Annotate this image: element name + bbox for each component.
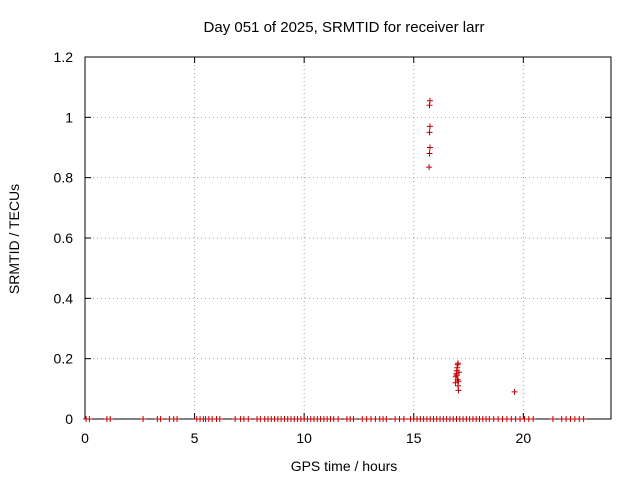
- data-point: [580, 416, 587, 422]
- y-tick-label: 0: [65, 411, 73, 427]
- data-point: [426, 150, 433, 157]
- data-point: [426, 123, 433, 130]
- data-point: [383, 416, 390, 422]
- data-point: [216, 416, 223, 422]
- y-tick-label: 1.2: [54, 49, 74, 65]
- data-point: [245, 416, 252, 422]
- data-point: [453, 372, 460, 379]
- data-point: [232, 416, 239, 422]
- data-point: [400, 416, 407, 422]
- y-tick-label: 0.6: [54, 230, 74, 246]
- data-point: [350, 416, 357, 422]
- data-point: [549, 416, 556, 422]
- data-point: [86, 416, 93, 422]
- x-tick-label: 0: [81, 430, 89, 446]
- data-point: [426, 164, 433, 171]
- y-axis-label: SRMTID / TECUs: [6, 184, 22, 294]
- data-point: [511, 388, 518, 395]
- data-point: [455, 369, 462, 376]
- y-tick-label: 0.8: [54, 170, 74, 186]
- x-tick-label: 5: [191, 430, 199, 446]
- data-point: [140, 416, 147, 422]
- data-point: [107, 416, 114, 422]
- data-point: [426, 97, 433, 104]
- data-point: [174, 416, 181, 422]
- data-points: [83, 97, 587, 422]
- data-point: [157, 416, 164, 422]
- x-tick-label: 20: [516, 430, 532, 446]
- chart-title: Day 051 of 2025, SRMTID for receiver lar…: [204, 19, 485, 36]
- axis-ticks: 0 0.2 0.4 0.6 0.8 1 1.2 0 5 10 15 20: [54, 49, 611, 446]
- data-point: [335, 416, 342, 422]
- grid-lines: [85, 57, 611, 419]
- data-point: [455, 387, 462, 394]
- data-point: [455, 378, 462, 385]
- x-axis-label: GPS time / hours: [291, 458, 398, 474]
- data-point: [530, 416, 537, 422]
- x-tick-label: 15: [406, 430, 422, 446]
- y-tick-label: 0.2: [54, 351, 74, 367]
- y-tick-label: 1: [65, 109, 73, 125]
- data-point: [452, 379, 459, 386]
- data-point: [426, 129, 433, 136]
- y-tick-label: 0.4: [54, 290, 74, 306]
- x-tick-label: 10: [296, 430, 312, 446]
- data-point: [426, 144, 433, 151]
- plot-frame: [84, 56, 612, 420]
- data-point: [455, 360, 462, 367]
